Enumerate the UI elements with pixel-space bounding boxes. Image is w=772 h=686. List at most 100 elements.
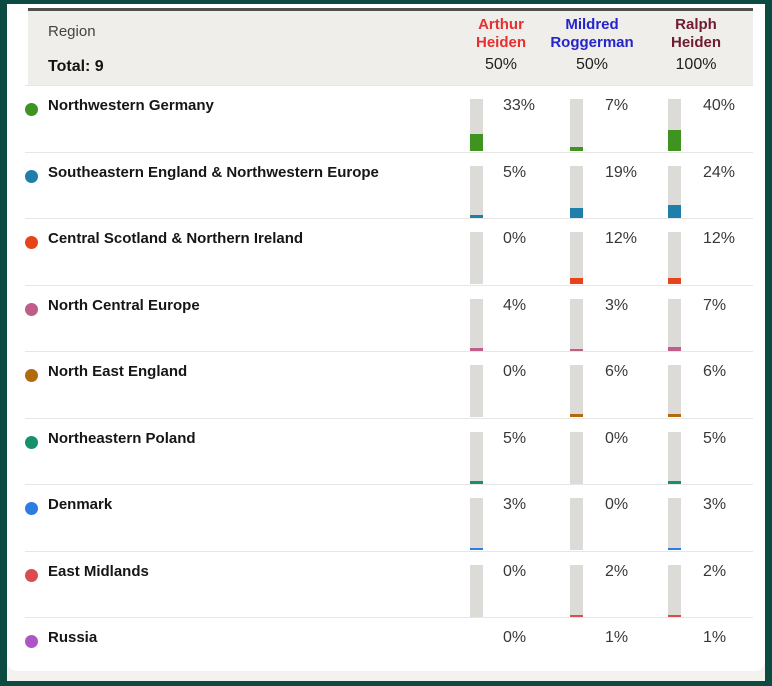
- percent-value: 0%: [605, 496, 629, 513]
- percent-value: 5%: [503, 429, 527, 447]
- percent-value: 7%: [605, 97, 629, 114]
- bar-gauge: [668, 431, 681, 484]
- person-total-percent: 100%: [675, 56, 717, 73]
- percent-value: 6%: [605, 363, 629, 380]
- percent-value: 0%: [503, 629, 527, 646]
- bar-gauge: [570, 99, 583, 151]
- region-row-north-east-england: North East England 0% 6% 6%: [25, 351, 753, 418]
- bar-gauge: [570, 365, 583, 417]
- percent-value: 0%: [503, 363, 527, 380]
- bar-fill: [668, 277, 681, 284]
- region-name: Southeastern England & Northwestern Euro…: [48, 163, 379, 181]
- percent-value: 1%: [703, 629, 727, 646]
- percent-value: 4%: [503, 296, 527, 314]
- percent-value: 5%: [503, 163, 527, 181]
- region-name: Russia: [48, 629, 98, 646]
- region-row-north-central-europe: North Central Europe 4% 3% 7%: [25, 284, 753, 352]
- bar-fill: [470, 348, 483, 351]
- bar-fill: [570, 147, 583, 151]
- bar-fill: [570, 348, 583, 351]
- bar-fill: [668, 346, 681, 351]
- region-color-dot: [25, 635, 38, 648]
- bar-gauge: [470, 232, 483, 284]
- bar-gauge: [570, 498, 583, 550]
- column-header-mildred: Mildred Roggerman 50%: [537, 16, 647, 74]
- percent-value: 3%: [503, 496, 527, 513]
- percent-value: 5%: [703, 429, 727, 447]
- percent-value: 0%: [503, 562, 527, 580]
- region-name: North East England: [48, 363, 188, 380]
- region-color-dot: [25, 502, 38, 515]
- column-header-ralph: Ralph Heiden 100%: [651, 16, 741, 74]
- person-name: Mildred Roggerman: [550, 16, 634, 51]
- percent-value: 2%: [703, 562, 727, 580]
- bar-gauge: [570, 232, 583, 284]
- bar-gauge: [470, 431, 483, 484]
- bar-gauge: [668, 365, 681, 417]
- person-total-percent: 50%: [575, 56, 609, 73]
- bar-gauge: [668, 165, 681, 218]
- bar-gauge: [570, 564, 583, 617]
- region-color-dot: [25, 236, 38, 249]
- percent-value: 19%: [605, 163, 638, 181]
- bar-gauge: [470, 99, 483, 151]
- bar-fill: [470, 480, 483, 484]
- region-row-northeastern-poland: Northeastern Poland 5% 0% 5%: [25, 417, 753, 485]
- comparison-card: Region Total: 9 Arthur Heiden 50% Mildre…: [7, 4, 765, 671]
- percent-value: 33%: [503, 97, 536, 114]
- region-name: Northeastern Poland: [48, 429, 196, 447]
- region-color-dot: [25, 103, 38, 116]
- bar-fill: [668, 130, 681, 151]
- region-name: North Central Europe: [48, 296, 200, 314]
- bar-fill: [570, 615, 583, 617]
- region-name: East Midlands: [48, 562, 149, 580]
- region-color-dot: [25, 369, 38, 382]
- region-row-denmark: Denmark 3% 0% 3%: [25, 484, 753, 551]
- region-name: Central Scotland & Northern Ireland: [48, 230, 304, 247]
- bar-gauge: [470, 165, 483, 218]
- bar-fill: [470, 548, 483, 550]
- bar-gauge: [470, 365, 483, 417]
- bar-gauge: [668, 498, 681, 550]
- percent-value: 7%: [703, 296, 727, 314]
- percent-value: 3%: [703, 496, 727, 513]
- bar-fill: [668, 413, 681, 417]
- person-total-percent: 50%: [484, 56, 518, 73]
- percent-value: 6%: [703, 363, 727, 380]
- bar-gauge: [470, 498, 483, 550]
- bar-gauge: [668, 564, 681, 617]
- region-row-southeastern-england: Southeastern England & Northwestern Euro…: [25, 151, 753, 219]
- bar-gauge: [570, 165, 583, 218]
- person-name: Ralph Heiden: [670, 16, 721, 51]
- person-name: Arthur Heiden: [475, 16, 526, 51]
- percent-value: 2%: [605, 562, 629, 580]
- bar-fill: [470, 214, 483, 218]
- bar-fill: [668, 548, 681, 550]
- percent-value: 24%: [703, 163, 736, 181]
- bar-fill: [668, 615, 681, 617]
- percent-value: 12%: [605, 230, 638, 247]
- region-row-east-midlands: East Midlands 0% 2% 2%: [25, 550, 753, 618]
- bar-fill: [668, 205, 681, 218]
- region-color-dot: [25, 169, 38, 183]
- region-row-central-scotland: Central Scotland & Northern Ireland 0% 1…: [25, 218, 753, 285]
- bar-gauge: [470, 298, 483, 351]
- region-color-dot: [25, 568, 38, 582]
- bar-gauge: [668, 298, 681, 351]
- percent-value: 0%: [605, 429, 629, 447]
- bar-fill: [668, 480, 681, 484]
- comparison-table-header: Region Total: 9 Arthur Heiden 50% Mildre…: [28, 8, 753, 85]
- region-row-northwestern-germany: Northwestern Germany 33% 7% 40%: [25, 85, 753, 152]
- column-header-arthur: Arthur Heiden 50%: [456, 16, 546, 74]
- region-row-russia: Russia 0% 1% 1%: [25, 617, 753, 667]
- region-color-dot: [25, 302, 38, 316]
- bar-gauge: [570, 298, 583, 351]
- bar-fill: [470, 133, 483, 151]
- bar-gauge: [668, 99, 681, 151]
- bar-fill: [570, 413, 583, 417]
- percent-value: 40%: [703, 97, 736, 114]
- bar-gauge: [570, 431, 583, 484]
- bar-fill: [570, 207, 583, 218]
- percent-value: 3%: [605, 296, 629, 314]
